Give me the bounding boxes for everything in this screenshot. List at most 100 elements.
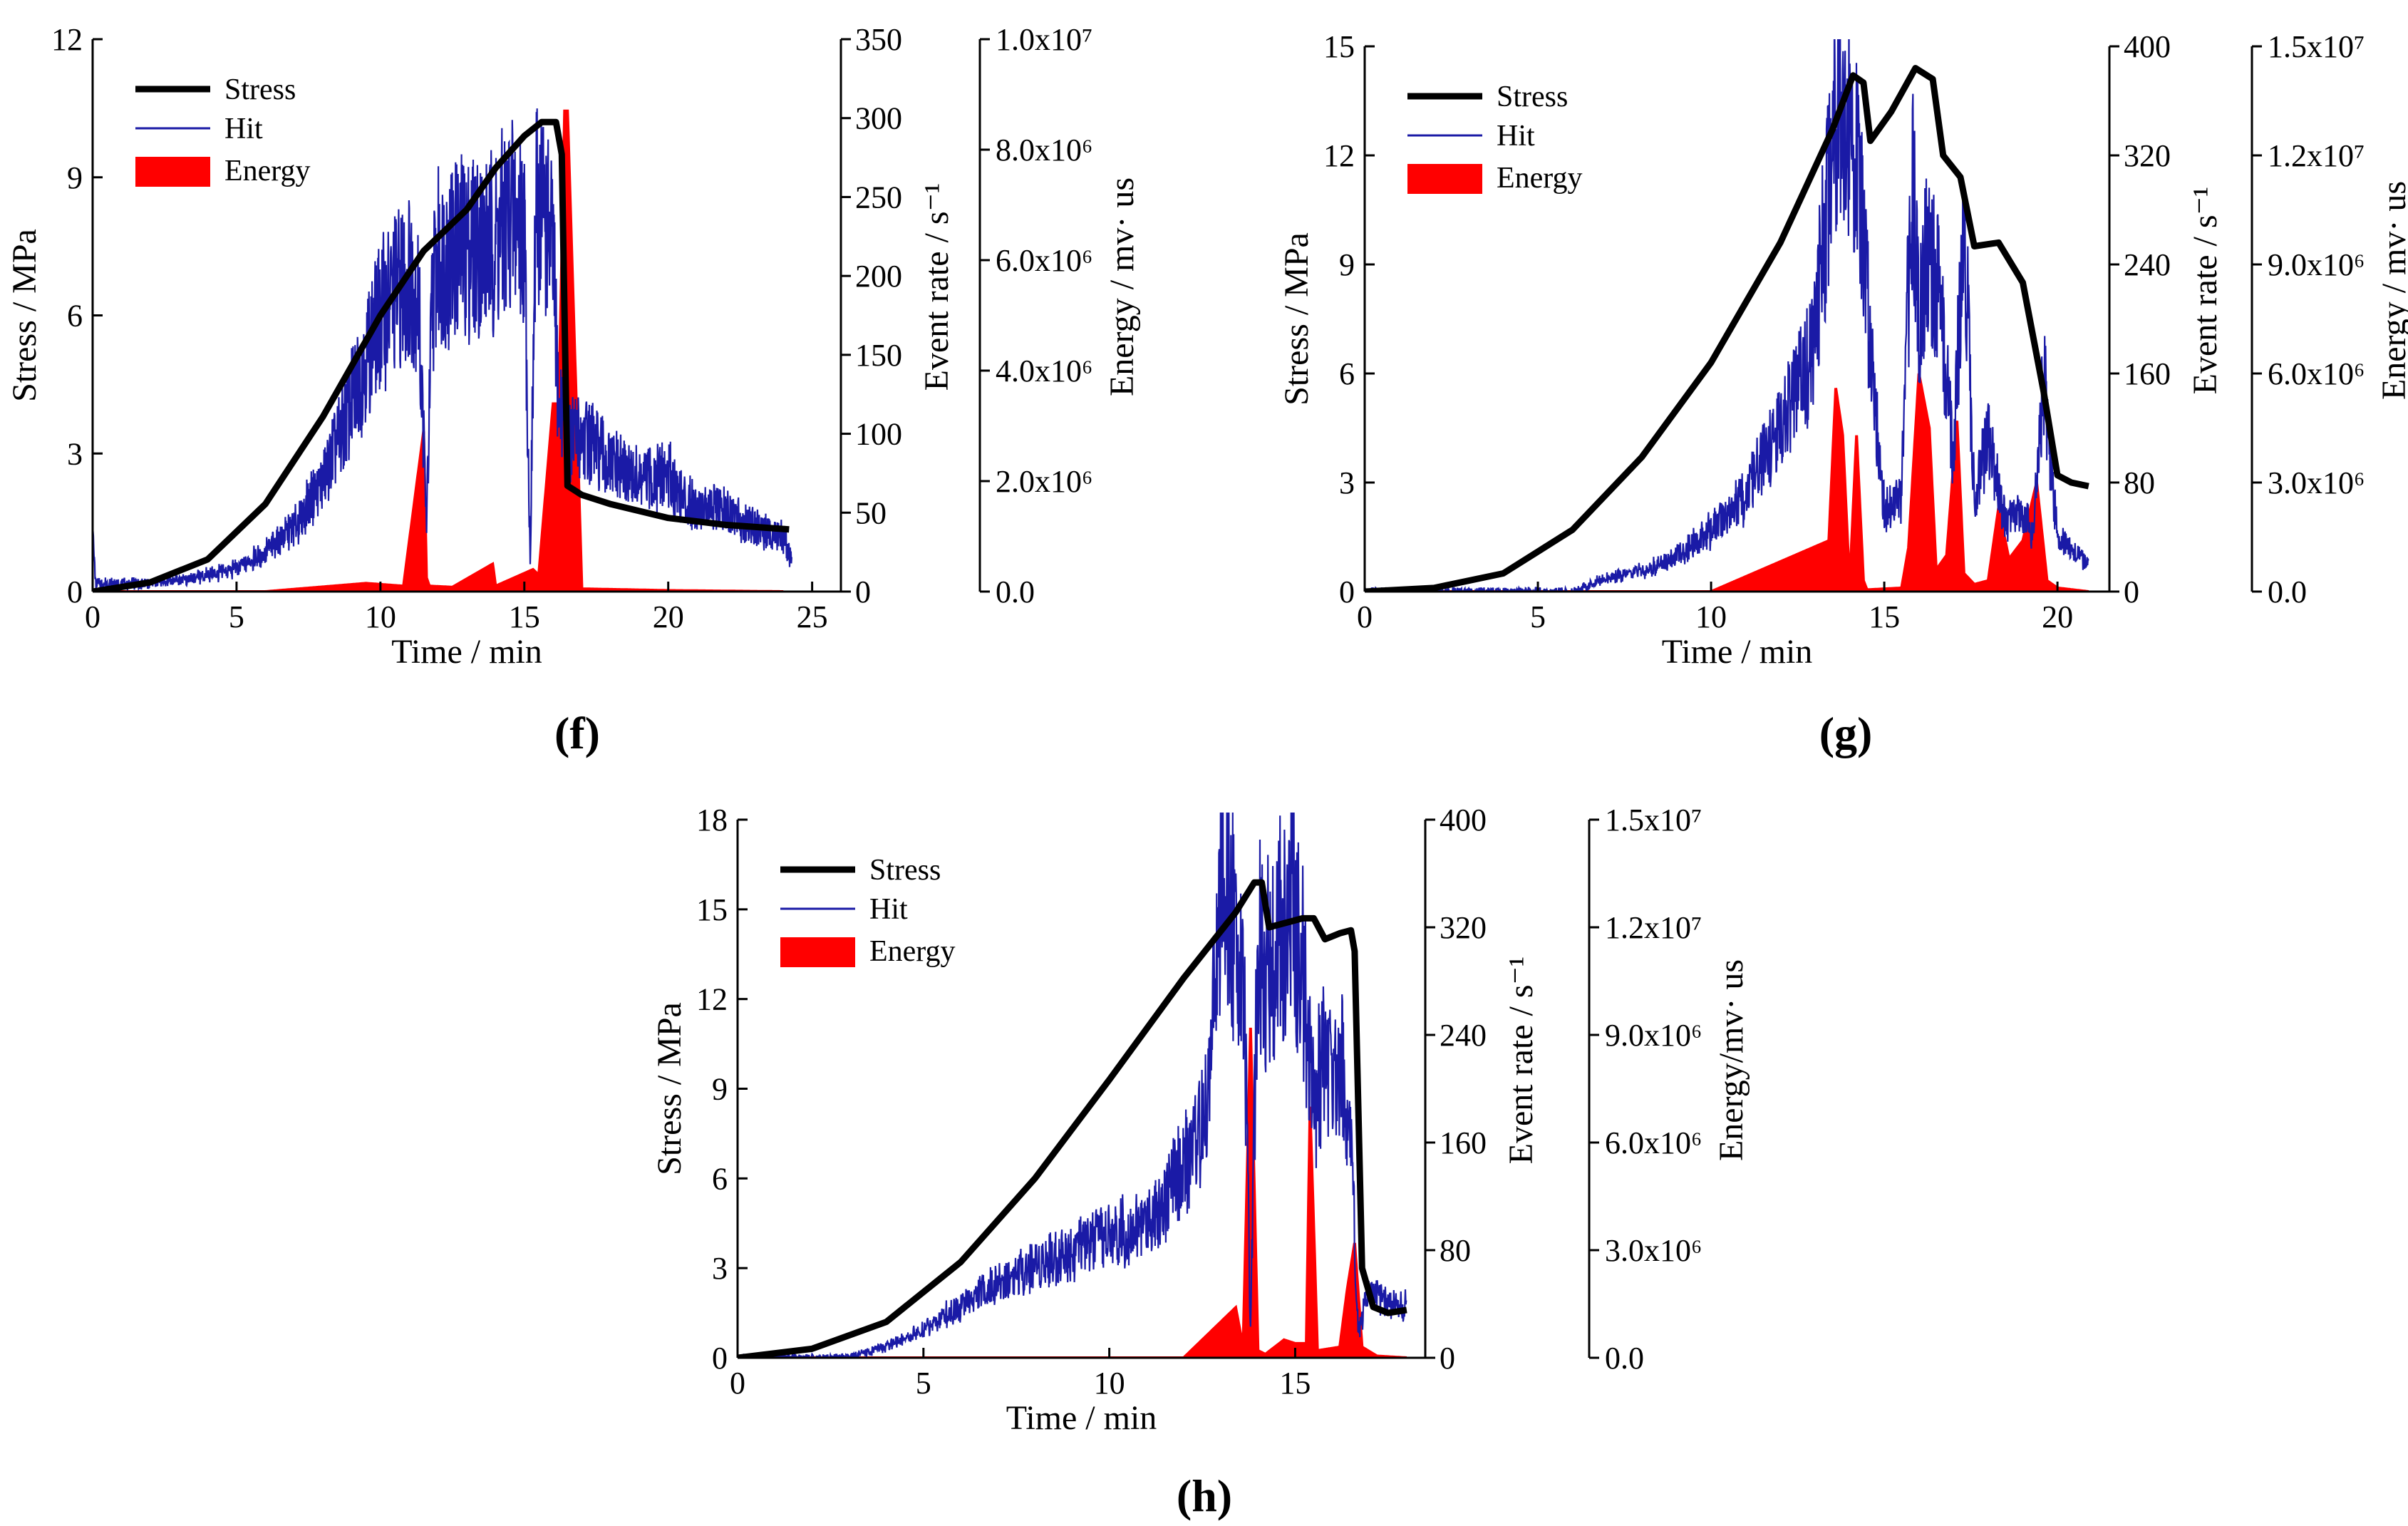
- y2-tick-label: 160: [2124, 356, 2171, 391]
- y3-tick-label: 1.5x10⁷: [1605, 803, 1702, 837]
- y2-tick-label: 320: [2124, 138, 2171, 173]
- y3-axis-title: Energy / mv· us: [1103, 177, 1141, 396]
- y2-tick-label: 400: [2124, 29, 2171, 64]
- legend: Stress Hit Energy: [780, 854, 956, 968]
- y3-tick-label: 0.0: [2268, 574, 2307, 609]
- x-tick-label: 20: [653, 599, 684, 634]
- y-tick-label: 9: [67, 160, 83, 195]
- x-tick-label: 5: [1530, 599, 1546, 634]
- y3-tick-label: 1.2x10⁷: [2268, 138, 2365, 173]
- y3-axis-title: Energy / mv· us: [2375, 181, 2408, 400]
- y2-tick-label: 80: [2124, 465, 2155, 500]
- y2-tick-label: 80: [1440, 1233, 1471, 1268]
- y2-tick-label: 100: [855, 417, 902, 452]
- y-tick-label: 6: [1339, 356, 1355, 391]
- legend-label-stress: Stress: [869, 854, 941, 887]
- y-tick-label: 12: [696, 982, 728, 1017]
- x-tick-label: 0: [85, 599, 100, 634]
- y3-tick-label: 3.0x10⁶: [1605, 1233, 1702, 1268]
- x-tick-label: 10: [365, 599, 396, 634]
- y-tick-label: 9: [1339, 247, 1355, 282]
- legend-swatch-energy: [135, 157, 210, 187]
- panel-g: 0 5 10 15 20 0 3 6 9 12 15 0 80 160 240 320 400 0.0 3.0x10…: [1278, 29, 2408, 758]
- y2-tick-label: 250: [855, 180, 902, 215]
- y3-tick-label: 1.0x10⁷: [996, 22, 1092, 57]
- legend-label-stress: Stress: [224, 73, 296, 106]
- y3-tick-label: 6.0x10⁶: [1605, 1125, 1702, 1160]
- y3-tick-label: 0.0: [1605, 1341, 1644, 1376]
- y3-tick-label: 2.0x10⁶: [996, 464, 1092, 499]
- x-tick-label: 15: [509, 599, 540, 634]
- legend-label-stress: Stress: [1497, 81, 1568, 113]
- x-tick-label: 5: [229, 599, 244, 634]
- series-energy: [1365, 373, 2089, 592]
- y-tick-label: 15: [696, 892, 728, 927]
- y3-tick-label: 1.5x10⁷: [2268, 29, 2365, 64]
- y-axis-title: Stress / MPa: [651, 1002, 688, 1175]
- y3-tick-label: 6.0x10⁶: [2268, 356, 2365, 391]
- y3-tick-label: 3.0x10⁶: [2268, 465, 2365, 500]
- x-tick-label: 0: [1357, 599, 1373, 634]
- y2-tick-label: 0: [2124, 574, 2139, 609]
- x-tick-label: 5: [916, 1366, 931, 1401]
- x-axis-title: Time / min: [391, 633, 542, 671]
- y-tick-label: 9: [712, 1072, 728, 1107]
- legend-label-energy: Energy: [869, 935, 956, 968]
- legend-label-hit: Hit: [869, 893, 908, 926]
- y-axis-title: Stress / MPa: [6, 229, 43, 402]
- y-tick-label: 0: [712, 1341, 728, 1376]
- legend: Stress Hit Energy: [1407, 81, 1583, 195]
- series-stress: [738, 879, 1407, 1358]
- y2-tick-label: 350: [855, 22, 902, 57]
- y3-tick-label: 8.0x10⁶: [996, 133, 1092, 167]
- panel-h: 0 5 10 15 0 3 6 9 12 15 18 0 80 160 240 320 400 0.0 3.0x10…: [651, 803, 1750, 1521]
- y3-tick-label: 9.0x10⁶: [1605, 1018, 1702, 1053]
- y2-tick-label: 240: [2124, 247, 2171, 282]
- plot-area: [1365, 39, 2089, 592]
- y2-tick-label: 0: [1440, 1341, 1455, 1376]
- y2-tick-label: 400: [1440, 803, 1487, 837]
- y-tick-label: 3: [712, 1251, 728, 1286]
- x-tick-label: 25: [797, 599, 828, 634]
- series-stress: [1365, 65, 2089, 592]
- y2-axis-title: Event rate / s⁻¹: [1502, 957, 1540, 1165]
- y-axis-title: Stress / MPa: [1278, 232, 1316, 406]
- y3-axis-title: Energy/mv· us: [1712, 959, 1750, 1161]
- x-tick-label: 0: [730, 1366, 745, 1401]
- series-hit: [93, 108, 792, 592]
- y-tick-label: 12: [1323, 138, 1355, 173]
- y-tick-label: 12: [51, 22, 83, 57]
- y-tick-label: 6: [712, 1161, 728, 1196]
- y2-tick-label: 0: [855, 574, 871, 609]
- legend-label-hit: Hit: [224, 113, 263, 145]
- y-tick-label: 6: [67, 299, 83, 334]
- y2-tick-label: 150: [855, 338, 902, 373]
- series-energy: [738, 1027, 1407, 1358]
- legend-label-energy: Energy: [224, 155, 311, 187]
- y-tick-label: 15: [1323, 29, 1355, 64]
- legend-swatch-energy: [780, 937, 855, 967]
- y2-axis-title: Event rate / s⁻¹: [918, 183, 956, 391]
- y2-tick-label: 320: [1440, 910, 1487, 945]
- y2-axis-title: Event rate / s⁻¹: [2186, 187, 2224, 395]
- x-axis-title: Time / min: [1662, 633, 1813, 671]
- y-tick-label: 3: [67, 436, 83, 471]
- y3-tick-label: 0.0: [996, 574, 1035, 609]
- x-tick-label: 10: [1094, 1366, 1125, 1401]
- panel-label: (h): [1177, 1470, 1232, 1521]
- x-tick-label: 15: [1869, 599, 1900, 634]
- y2-tick-label: 300: [855, 101, 902, 136]
- series-stress: [93, 118, 790, 592]
- legend-label-energy: Energy: [1497, 162, 1583, 195]
- panel-label: (g): [1819, 708, 1873, 758]
- legend-swatch-energy: [1407, 164, 1482, 194]
- series-hit: [1365, 39, 2089, 592]
- y3-tick-label: 1.2x10⁷: [1605, 910, 1702, 945]
- x-tick-label: 10: [1695, 599, 1727, 634]
- x-tick-label: 15: [1279, 1366, 1311, 1401]
- y-tick-label: 18: [696, 803, 728, 837]
- y3-tick-label: 9.0x10⁶: [2268, 247, 2365, 282]
- panel-f: 0 5 10 15 20 250369120501001502002503003500.0…: [6, 22, 1141, 758]
- panel-label: (f): [554, 708, 600, 758]
